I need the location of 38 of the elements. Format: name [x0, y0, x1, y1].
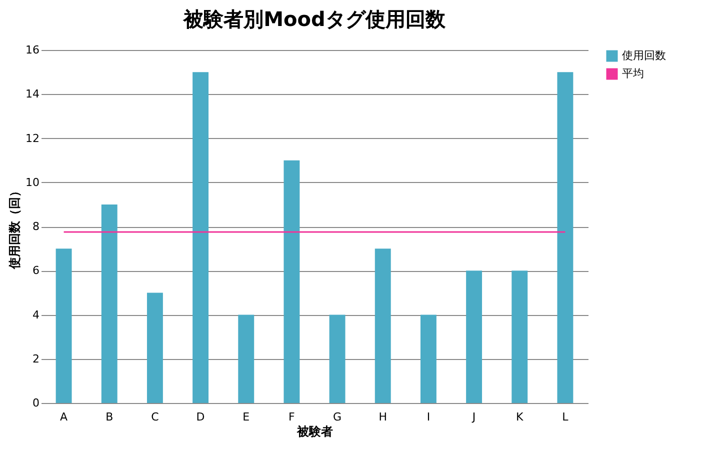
bar — [56, 248, 72, 403]
bar — [557, 72, 574, 403]
bar — [512, 270, 528, 403]
y-tick-label: 6 — [32, 264, 40, 278]
bar — [466, 270, 482, 403]
x-tick-label: A — [60, 410, 68, 424]
y-tick-label: 14 — [26, 88, 40, 101]
y-tick-label: 0 — [32, 396, 40, 410]
x-tick-label: K — [516, 410, 524, 424]
x-tick-label: F — [288, 410, 295, 424]
y-tick-label: 10 — [26, 176, 40, 189]
chart-title: 被験者別Moodタグ使用回数 — [182, 7, 446, 31]
x-tick-label: J — [471, 410, 476, 424]
y-tick-label: 12 — [26, 132, 40, 145]
bar — [146, 292, 163, 403]
x-tick-label: H — [378, 410, 388, 424]
x-tick-label: E — [242, 410, 250, 424]
legend-label: 平均 — [622, 67, 644, 80]
legend-label: 使用回数 — [622, 49, 666, 62]
x-tick-label: C — [151, 410, 160, 424]
y-tick-label: 4 — [32, 308, 40, 322]
x-tick-label: B — [106, 410, 114, 424]
bar — [329, 314, 346, 403]
y-tick-label: 2 — [32, 352, 40, 366]
bar — [284, 160, 300, 403]
x-tick-label: L — [562, 410, 570, 424]
bar — [101, 204, 118, 403]
bar — [238, 314, 254, 403]
y-tick-label: 16 — [26, 44, 40, 56]
x-tick-label: I — [426, 410, 430, 424]
x-tick-label: G — [333, 410, 342, 424]
y-axis-title: 使用回数（回） — [8, 185, 22, 270]
x-tick-label: D — [196, 410, 205, 424]
bar — [374, 248, 391, 403]
y-tick-label: 8 — [32, 220, 40, 233]
x-axis-title: 被験者 — [296, 424, 333, 438]
bar — [420, 314, 436, 403]
bar — [192, 72, 209, 403]
